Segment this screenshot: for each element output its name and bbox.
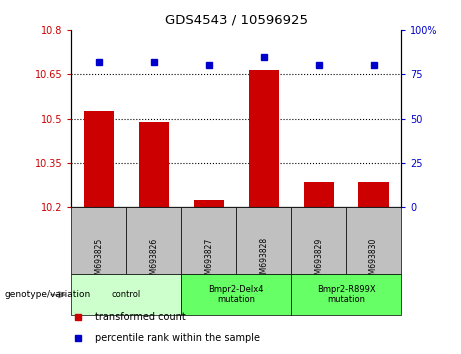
Bar — [181, 274, 291, 315]
Bar — [248, 70, 279, 207]
Text: control: control — [112, 290, 141, 299]
Bar — [236, 207, 291, 274]
Title: GDS4543 / 10596925: GDS4543 / 10596925 — [165, 13, 308, 26]
Text: GSM693830: GSM693830 — [369, 237, 378, 284]
Text: Bmpr2-Delx4
mutation: Bmpr2-Delx4 mutation — [208, 285, 264, 304]
Text: GSM693825: GSM693825 — [95, 237, 103, 284]
Bar — [291, 207, 346, 274]
Text: GSM693829: GSM693829 — [314, 237, 323, 284]
Bar — [291, 274, 401, 315]
Text: GSM693826: GSM693826 — [149, 237, 159, 284]
Text: percentile rank within the sample: percentile rank within the sample — [95, 332, 260, 343]
Bar — [126, 207, 181, 274]
Text: GSM693827: GSM693827 — [204, 237, 213, 284]
Text: transformed count: transformed count — [95, 312, 185, 322]
Bar — [139, 121, 169, 207]
Bar — [71, 274, 181, 315]
Bar — [303, 182, 334, 207]
Bar — [84, 111, 114, 207]
Bar — [181, 207, 236, 274]
Text: GSM693828: GSM693828 — [259, 237, 268, 284]
Bar — [359, 182, 389, 207]
Text: Bmpr2-R899X
mutation: Bmpr2-R899X mutation — [317, 285, 375, 304]
Bar — [194, 200, 224, 207]
Bar — [346, 207, 401, 274]
Text: genotype/variation: genotype/variation — [5, 290, 91, 299]
Bar — [71, 207, 126, 274]
